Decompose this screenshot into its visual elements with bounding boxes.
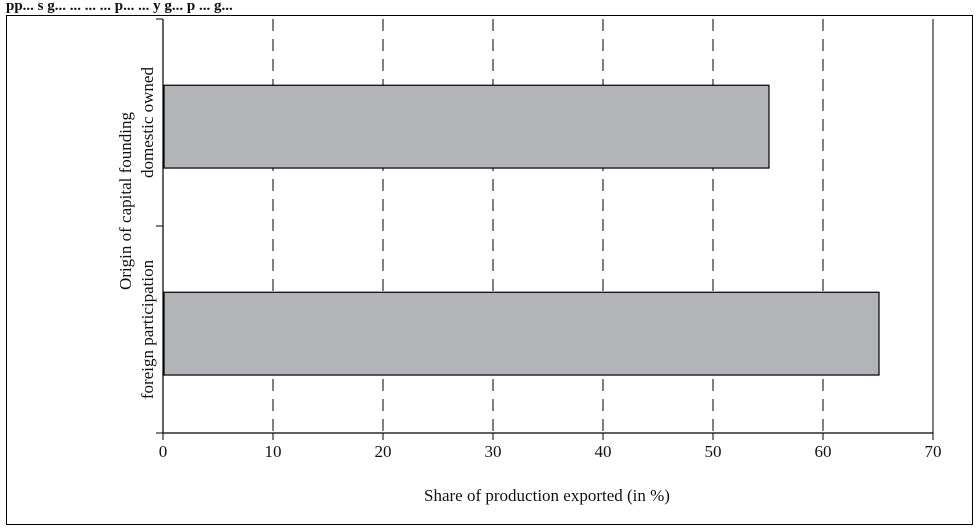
bar-domestic-owned	[163, 84, 770, 169]
x-tick-label-70: 70	[925, 442, 942, 461]
x-tick-label-50: 50	[705, 442, 722, 461]
x-tick-label-0: 0	[159, 442, 168, 461]
y-category-label-domestic-owned: domestic owned	[138, 67, 157, 178]
y-category-labels: domestic owned foreign participation	[138, 67, 157, 400]
x-tick-label-40: 40	[595, 442, 612, 461]
page-title: pp... s g... ... ... ... p... ... y g...…	[6, 0, 233, 14]
x-tick-labels: 0 10 20 30 40 50 60 70	[159, 442, 942, 461]
x-tick-label-10: 10	[265, 442, 282, 461]
x-axis-title: Share of production exported (in %)	[424, 486, 670, 505]
x-tick-label-30: 30	[485, 442, 502, 461]
x-tick-label-20: 20	[375, 442, 392, 461]
axes	[156, 18, 934, 440]
y-axis-title: Origin of capital founding	[116, 112, 135, 290]
bar-foreign-participation	[163, 291, 880, 376]
y-category-label-foreign-participation: foreign participation	[138, 259, 157, 399]
x-tick-label-60: 60	[815, 442, 832, 461]
bars	[163, 84, 880, 376]
chart-frame	[6, 15, 973, 525]
